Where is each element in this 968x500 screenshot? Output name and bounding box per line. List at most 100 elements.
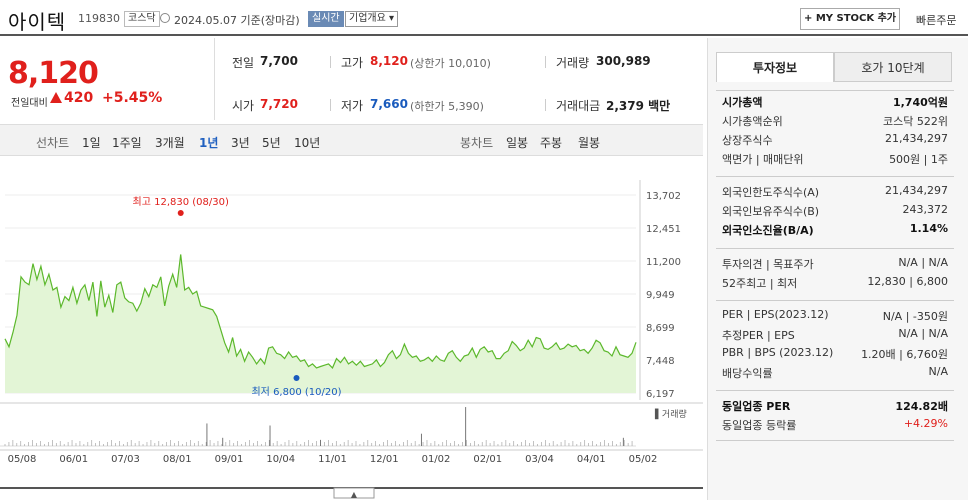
x-tick-label: 08/01 <box>163 454 192 465</box>
tab-hoga[interactable]: 호가 10단계 <box>834 52 952 82</box>
info-value: 12,830 | 6,800 <box>867 275 948 288</box>
divider <box>330 99 331 111</box>
stock-name: 아이텍 <box>8 10 67 34</box>
max-annotation: 최고 12,830 (08/30) <box>133 196 229 208</box>
period-1w[interactable]: 1주일 <box>112 136 142 150</box>
candle-daily[interactable]: 일봉 <box>506 136 529 150</box>
candle-weekly[interactable]: 주봉 <box>540 136 563 150</box>
price-line <box>4 254 637 369</box>
section-divider <box>716 248 954 249</box>
y-tick-label: 13,702 <box>646 191 681 202</box>
divider <box>214 38 215 120</box>
section-divider <box>716 300 954 301</box>
open-label: 시가 <box>232 99 255 113</box>
date-text: 2024.05.07 기준(장마감) <box>174 14 300 27</box>
volume-label: ▌거래량 <box>654 408 687 420</box>
period-10y[interactable]: 10년 <box>294 136 321 150</box>
clock-icon <box>160 13 170 23</box>
info-value: 21,434,297 <box>885 132 948 145</box>
upper-limit: (상한가 10,010) <box>410 57 491 70</box>
collapse-toggle[interactable] <box>333 487 375 499</box>
info-value: 124.82배 <box>895 400 948 413</box>
y-tick-label: 12,451 <box>646 224 681 235</box>
divider <box>330 56 331 68</box>
quick-order-link[interactable]: 빠른주문 <box>916 14 957 27</box>
volume-value: 300,989 <box>596 54 651 68</box>
y-tick-label: 9,949 <box>646 290 675 301</box>
line-chart-label: 선차트 <box>36 136 70 150</box>
info-label: 외국인한도주식수(A) <box>722 186 820 199</box>
section-divider <box>716 176 954 177</box>
chevron-up-icon[interactable]: ▲ <box>351 490 358 499</box>
section-divider <box>716 390 954 391</box>
high-label: 고가 <box>341 56 364 70</box>
info-label: 상장주식수 <box>722 134 773 147</box>
info-label: 동일업종 등락률 <box>722 419 797 432</box>
lower-limit: (하한가 5,390) <box>410 100 484 113</box>
info-label: 외국인보유주식수(B) <box>722 205 820 218</box>
info-label: PER | EPS(2023.12) <box>722 308 829 321</box>
change-label: 전일대비 <box>11 98 48 109</box>
x-tick-label: 01/02 <box>422 454 451 465</box>
info-value: 1.20배 | 6,760원 <box>861 348 948 361</box>
info-label: 시가총액 <box>722 96 763 109</box>
x-tick-label: 04/01 <box>577 454 606 465</box>
info-value: 코스닥 522위 <box>883 115 948 128</box>
y-tick-label: 8,699 <box>646 323 675 334</box>
info-value: 500원 | 1주 <box>889 153 948 166</box>
period-bar: 선차트 1일 1주일 3개월 1년 3년 5년 10년 봉차트 일봉 주봉 월봉 <box>0 124 703 156</box>
x-tick-label: 11/01 <box>318 454 347 465</box>
high-value: 8,120 <box>370 54 408 68</box>
period-1y[interactable]: 1년 <box>199 136 219 150</box>
period-3y[interactable]: 3년 <box>231 136 250 150</box>
y-tick-label: 11,200 <box>646 257 681 268</box>
x-tick-label: 07/03 <box>111 454 140 465</box>
corp-overview-dropdown[interactable]: 기업개요 ▾ <box>345 11 398 27</box>
candle-chart-label: 봉차트 <box>460 136 494 150</box>
divider <box>545 56 546 68</box>
realtime-button[interactable]: 실시간 <box>308 11 344 27</box>
amount-value: 2,379 백만 <box>606 99 671 113</box>
min-point <box>293 375 300 381</box>
x-tick-label: 06/01 <box>59 454 88 465</box>
max-point <box>177 210 184 216</box>
invest-panel: 투자정보 호가 10단계 시가총액 1,740억원 시가총액순위 코스닥 522위 상장… <box>707 38 968 500</box>
period-5y[interactable]: 5년 <box>262 136 281 150</box>
x-tick-label: 12/01 <box>370 454 399 465</box>
period-3m[interactable]: 3개월 <box>155 136 185 150</box>
low-value: 7,660 <box>370 97 408 111</box>
candle-monthly[interactable]: 월봉 <box>578 136 601 150</box>
info-value: 1,740억원 <box>892 96 948 109</box>
info-value: N/A | N/A <box>898 327 948 340</box>
info-label: 배당수익률 <box>722 367 773 380</box>
info-value: 243,372 <box>902 203 949 216</box>
x-tick-label: 10/04 <box>266 454 295 465</box>
info-value: 21,434,297 <box>885 184 948 197</box>
price-area <box>5 254 636 393</box>
price-chart: 13,702 12,451 11,200 9,949 8,699 7,448 6,197 최… <box>0 180 703 499</box>
open-value: 7,720 <box>260 97 298 111</box>
info-label: 투자의견 | 목표주가 <box>722 258 814 271</box>
amount-label: 거래대금 <box>556 99 601 113</box>
info-label: 액면가 | 매매단위 <box>722 153 804 166</box>
section-divider <box>716 440 954 441</box>
market-badge: 코스닥 <box>124 11 160 27</box>
current-price: 8,120 <box>8 56 99 91</box>
change-percent: +5.45% <box>102 90 163 106</box>
x-tick-label: 05/02 <box>629 454 658 465</box>
section-divider <box>716 90 954 91</box>
info-value: N/A | N/A <box>898 256 948 269</box>
period-1d[interactable]: 1일 <box>82 136 101 150</box>
prev-close-value: 7,700 <box>260 54 298 68</box>
stock-header: 아이텍 119830 코스닥 2024.05.07 기준(장마감) 실시간 기업… <box>0 0 968 36</box>
min-annotation: 최저 6,800 (10/20) <box>251 386 341 398</box>
x-tick-label: 02/01 <box>473 454 502 465</box>
info-label: PBR | BPS (2023.12) <box>722 346 834 359</box>
up-triangle-icon <box>50 92 62 103</box>
x-tick-label: 05/08 <box>8 454 37 465</box>
y-tick-label: 7,448 <box>646 356 675 367</box>
add-mystock-button[interactable]: + MY STOCK 추가 <box>800 8 900 30</box>
tab-invest-info[interactable]: 투자정보 <box>716 52 834 82</box>
x-tick-label: 03/04 <box>525 454 554 465</box>
prev-close-label: 전일 <box>232 56 255 70</box>
